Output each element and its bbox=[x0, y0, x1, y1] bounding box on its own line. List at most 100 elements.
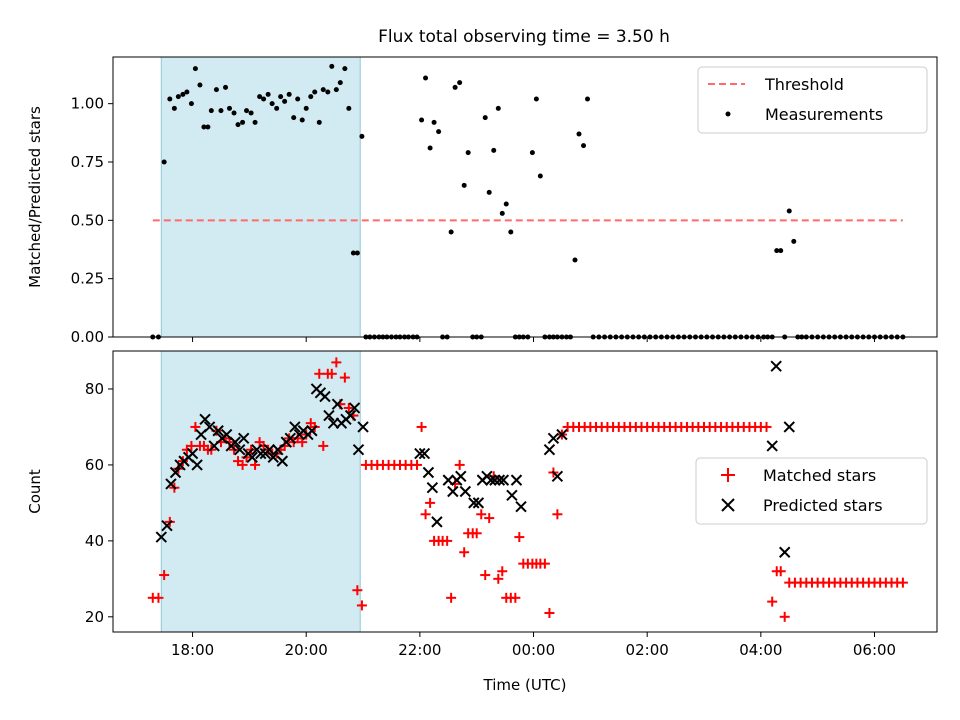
measurement-point bbox=[457, 80, 463, 86]
measurement-point bbox=[282, 98, 288, 104]
plot-frame-bottom bbox=[112, 350, 938, 633]
y-tick-label: 60 bbox=[85, 456, 104, 474]
measurement-point bbox=[359, 133, 365, 139]
measurement-point bbox=[197, 82, 203, 88]
measurement-point bbox=[337, 80, 343, 86]
predicted-star-point bbox=[267, 451, 279, 464]
legend-matched-label: Matched stars bbox=[763, 466, 876, 485]
matched-star-point bbox=[442, 535, 453, 546]
matched-star-point bbox=[352, 585, 363, 596]
measurement-point bbox=[201, 124, 207, 130]
predicted-star-point bbox=[556, 428, 568, 441]
predicted-star-point bbox=[551, 470, 564, 483]
measurement-point bbox=[161, 159, 167, 165]
measurement-point bbox=[320, 87, 326, 93]
predicted-star-point bbox=[255, 447, 267, 460]
matched-star-point bbox=[514, 532, 525, 543]
measurement-point bbox=[213, 87, 219, 93]
measurement-point bbox=[529, 150, 535, 156]
y-tick-label: 40 bbox=[85, 532, 104, 550]
measurement-point bbox=[436, 129, 442, 135]
chart-title: Flux total observing time = 3.50 h bbox=[378, 27, 670, 47]
predicted-star-point bbox=[263, 444, 275, 456]
matched-star-point bbox=[297, 437, 308, 448]
predicted-star-point bbox=[414, 447, 426, 460]
predicted-star-point bbox=[199, 413, 211, 426]
measurement-point bbox=[235, 122, 241, 128]
x-tick-label: 02:00 bbox=[626, 641, 669, 659]
observing-window-shade-bottom bbox=[160, 350, 361, 633]
matched-star-point bbox=[544, 608, 555, 619]
predicted-star-point bbox=[426, 481, 439, 494]
matched-star-point bbox=[779, 611, 790, 622]
predicted-star-point bbox=[319, 390, 331, 403]
measurement-point bbox=[167, 96, 173, 102]
top-panel: 0.00 0.25 0.50 0.75 1.00 Matched/Predicted s… bbox=[26, 56, 938, 346]
measurement-point bbox=[342, 66, 348, 72]
matched-star-point bbox=[153, 592, 164, 603]
x-tick-label: 20:00 bbox=[285, 641, 328, 659]
axes-bottom: 18:00 20:00 22:00 00:00 02:00 04:00 06:00 20 40 6… bbox=[85, 380, 896, 659]
legend-predicted-swatch bbox=[721, 498, 735, 512]
y-tick-label: 0.75 bbox=[71, 153, 104, 171]
x-tick-label: 00:00 bbox=[512, 641, 555, 659]
y-axis-label-top: Matched/Predicted stars bbox=[26, 106, 44, 288]
measurement-point bbox=[316, 119, 322, 125]
predicted-star-point bbox=[306, 425, 318, 437]
predicted-star-point bbox=[237, 432, 250, 445]
y-tick-label: 80 bbox=[85, 380, 104, 398]
measurement-point bbox=[299, 117, 305, 123]
matched-star-point bbox=[237, 459, 248, 470]
matched-star-point bbox=[425, 497, 436, 508]
predicted-star-point bbox=[284, 432, 297, 445]
measurement-point bbox=[192, 66, 198, 72]
matched-star-point bbox=[314, 368, 325, 379]
measurement-point bbox=[491, 147, 497, 153]
matched-star-point bbox=[159, 570, 170, 581]
matched-star-point bbox=[250, 459, 261, 470]
y-tick-label: 0.50 bbox=[71, 211, 104, 229]
measurement-point bbox=[503, 201, 509, 207]
measurement-point bbox=[180, 91, 186, 97]
matched-star-point bbox=[767, 596, 778, 607]
predicted-star-point bbox=[357, 421, 369, 433]
measurement-point bbox=[537, 173, 543, 179]
matched-star-point bbox=[471, 528, 482, 539]
matched-star-point bbox=[761, 421, 772, 432]
matched-star-point bbox=[493, 573, 504, 584]
predicted-star-point bbox=[455, 470, 467, 483]
measurement-point bbox=[261, 96, 267, 102]
matched-star-point bbox=[343, 402, 354, 413]
matched-star-point bbox=[539, 558, 550, 569]
predicted-star-point bbox=[431, 516, 443, 528]
measurement-point bbox=[226, 105, 232, 111]
measurement-point bbox=[244, 108, 250, 114]
predicted-star-point bbox=[547, 432, 560, 445]
matched-star-point bbox=[331, 357, 342, 368]
predicted-star-point bbox=[510, 474, 523, 486]
measurement-point bbox=[431, 119, 437, 125]
bottom-panel: 18:00 20:00 22:00 00:00 02:00 04:00 06:00 20 40 6… bbox=[26, 350, 938, 694]
measurement-point bbox=[208, 108, 214, 114]
matched-star-point bbox=[446, 592, 457, 603]
measurement-point bbox=[482, 115, 488, 121]
legend-matched-swatch bbox=[721, 468, 735, 482]
legend-measurements-label: Measurements bbox=[765, 105, 883, 124]
matched-star-point bbox=[318, 440, 329, 451]
legend-threshold-label: Threshold bbox=[764, 75, 844, 94]
matched-star-point bbox=[454, 459, 465, 470]
measurement-point bbox=[533, 96, 539, 102]
predicted-star-point bbox=[447, 485, 459, 498]
matched-star-point bbox=[416, 421, 427, 432]
predicted-star-point bbox=[497, 474, 510, 486]
predicted-star-point bbox=[323, 409, 335, 422]
measurement-point bbox=[171, 105, 177, 111]
y-tick-label: 0.25 bbox=[71, 270, 104, 288]
predicted-star-point bbox=[348, 402, 361, 414]
predicted-star-point bbox=[203, 421, 216, 433]
measurement-point bbox=[576, 131, 582, 137]
measurement-point bbox=[346, 105, 352, 111]
matched-star-point bbox=[552, 509, 563, 520]
measurement-point bbox=[269, 101, 275, 107]
predicted-star-point bbox=[289, 421, 301, 433]
